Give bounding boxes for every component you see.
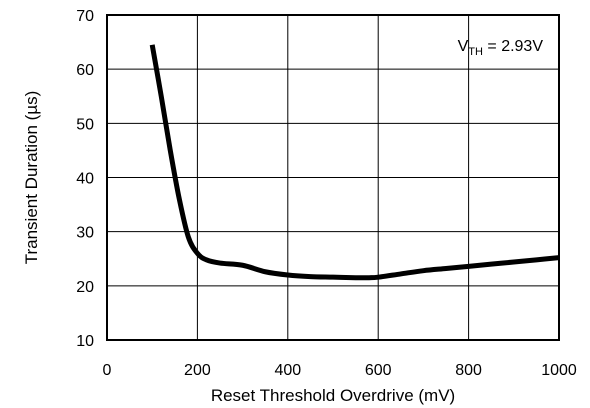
- y-tick-label: 30: [76, 225, 94, 242]
- y-tick-label: 70: [76, 8, 94, 25]
- y-tick-label: 60: [76, 62, 94, 79]
- x-tick-label: 800: [455, 362, 482, 379]
- x-axis-ticks: 0 200 400 600 800 1000: [103, 362, 577, 379]
- y-axis-ticks: 10 20 30 40 50 60 70: [76, 8, 94, 350]
- y-tick-label: 50: [76, 116, 94, 133]
- x-tick-label: 0: [103, 362, 112, 379]
- vth-annotation-subscript: TH: [468, 46, 483, 58]
- vth-annotation-suffix: = 2.93V: [483, 38, 543, 55]
- x-tick-label: 400: [274, 362, 301, 379]
- plot-frame: [106, 14, 560, 341]
- vth-annotation-prefix: V: [458, 38, 469, 55]
- x-axis-title: Reset Threshold Overdrive (mV): [211, 386, 455, 405]
- grid: [107, 15, 559, 340]
- x-tick-label: 600: [365, 362, 392, 379]
- x-tick-label: 1000: [541, 362, 577, 379]
- x-tick-label: 200: [184, 362, 211, 379]
- y-tick-label: 40: [76, 171, 94, 188]
- y-tick-label: 20: [76, 279, 94, 296]
- y-axis-title: Transient Duration (µs): [22, 91, 41, 265]
- series-line: [149, 44, 560, 281]
- vth-annotation: VTH = 2.93V: [458, 38, 544, 58]
- y-tick-label: 10: [76, 333, 94, 350]
